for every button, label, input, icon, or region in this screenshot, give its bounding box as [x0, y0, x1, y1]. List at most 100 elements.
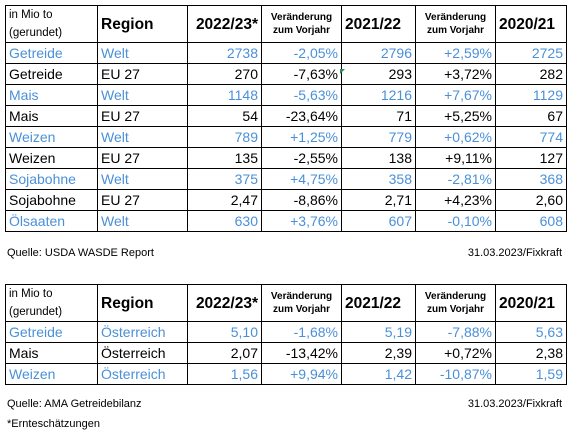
change-1-cell: +1,25% — [261, 126, 342, 148]
region-cell: EU 27 — [97, 189, 188, 211]
change-2-cell: +3,72% — [415, 63, 496, 85]
value-2022-23-cell: 375 — [187, 168, 262, 190]
header-change-1: Veränderung zum Vorjahr — [261, 284, 342, 322]
header-year-2021-22: 2021/22 — [341, 5, 416, 43]
table-row: Getreide Österreich 5,10 -1,68% 5,19 -7,88% 5,… — [5, 321, 567, 343]
value-2022-23-cell: 135 — [187, 147, 262, 169]
value-2020-21-cell: 774 — [495, 126, 567, 148]
product-cell: Getreide — [5, 63, 98, 85]
change-2-cell: +0,72% — [415, 342, 496, 364]
unit-cell: in Mio to (gerundet) — [5, 5, 98, 43]
header-change-1-line2: zum Vorjahr — [272, 25, 331, 36]
source-note-2: Quelle: AMA Getreidebilanz — [7, 398, 142, 410]
table-row: Ölsaaten Welt 630 +3,76% 607 -0,10% 608 — [5, 210, 567, 232]
change-1-cell: -2,55% — [261, 147, 342, 169]
source-note-1: Quelle: USDA WASDE Report — [7, 247, 154, 259]
change-1-cell: -7,63% — [261, 63, 342, 85]
header-change-2-line2: zum Vorjahr — [426, 25, 485, 36]
value-2021-22-cell: 2796 — [341, 42, 416, 64]
table-row: Mais Österreich 2,07 -13,42% 2,39 +0,72% 2,38 — [5, 342, 567, 364]
value-2020-21-cell: 2725 — [495, 42, 567, 64]
value-2020-21-cell: 127 — [495, 147, 567, 169]
region-cell: EU 27 — [97, 147, 188, 169]
table-row: Sojabohne EU 27 2,47 -8,86% 2,71 +4,23% 2,60 — [5, 189, 567, 211]
value-2021-22-cell: 779 — [341, 126, 416, 148]
product-cell: Sojabohne — [5, 168, 98, 190]
header-year-2020-21: 2020/21 — [495, 284, 567, 322]
table-header-row: in Mio to (gerundet) Region 2022/23* Ver… — [5, 5, 567, 43]
change-2-cell: +9,11% — [415, 147, 496, 169]
product-cell: Mais — [5, 105, 98, 127]
change-2-cell: +7,67% — [415, 84, 496, 106]
value-2020-21-cell: 2,60 — [495, 189, 567, 211]
region-cell: Österreich — [97, 342, 188, 364]
change-1-cell: +4,75% — [261, 168, 342, 190]
change-1-cell: -2,05% — [261, 42, 342, 64]
product-cell: Weizen — [5, 126, 98, 148]
unit-label-line1: in Mio to — [9, 9, 53, 21]
cell-marker-icon — [340, 69, 345, 74]
value-2020-21-cell: 282 — [495, 63, 567, 85]
header-change-2-line2: zum Vorjahr — [426, 304, 485, 315]
value-2021-22-cell: 71 — [341, 105, 416, 127]
change-2-cell: -10,87% — [415, 363, 496, 385]
header-change-1-line1: Veränderung — [270, 291, 333, 302]
value-2020-21-cell: 368 — [495, 168, 567, 190]
value-2022-23-cell: 2738 — [187, 42, 262, 64]
date-note-2: 31.03.2023/Fixkraft — [467, 398, 562, 410]
region-cell: Welt — [97, 210, 188, 232]
table-row: Mais EU 27 54 -23,64% 71 +5,25% 67 — [5, 105, 567, 127]
change-1-cell: -8,86% — [261, 189, 342, 211]
value-2022-23-cell: 789 — [187, 126, 262, 148]
table-row: Weizen Österreich 1,56 +9,94% 1,42 -10,87% 1,5… — [5, 363, 567, 385]
region-cell: Welt — [97, 84, 188, 106]
unit-label-line2: (gerundet) — [9, 306, 63, 318]
region-cell: Welt — [97, 168, 188, 190]
header-change-2: Veränderung zum Vorjahr — [415, 5, 496, 43]
value-2020-21-cell: 5,63 — [495, 321, 567, 343]
change-2-cell: -2,81% — [415, 168, 496, 190]
product-cell: Mais — [5, 84, 98, 106]
change-2-cell: -7,88% — [415, 321, 496, 343]
header-change-1: Veränderung zum Vorjahr — [261, 5, 342, 43]
table-austria: in Mio to (gerundet) Region 2022/23* Ver… — [5, 284, 567, 385]
region-cell: Welt — [97, 126, 188, 148]
change-1-cell: -1,68% — [261, 321, 342, 343]
change-1-cell: -23,64% — [261, 105, 342, 127]
change-2-cell: +0,62% — [415, 126, 496, 148]
region-cell: Österreich — [97, 363, 188, 385]
change-1-cell: -13,42% — [261, 342, 342, 364]
value-2021-22-cell: 1,42 — [341, 363, 416, 385]
header-year-2020-21: 2020/21 — [495, 5, 567, 43]
value-2022-23-cell: 54 — [187, 105, 262, 127]
value-2021-22-cell: 1216 — [341, 84, 416, 106]
region-cell: Österreich — [97, 321, 188, 343]
unit-label-line1: in Mio to — [9, 288, 53, 300]
value-2022-23-cell: 1,56 — [187, 363, 262, 385]
product-cell: Getreide — [5, 321, 98, 343]
value-2021-22-cell: 293 — [341, 63, 416, 85]
footnote: *Ernteschätzungen — [7, 418, 100, 430]
header-year-2022-23: 2022/23* — [187, 284, 262, 322]
value-2021-22-cell: 358 — [341, 168, 416, 190]
value-2020-21-cell: 1129 — [495, 84, 567, 106]
table-row: Getreide Welt 2738 -2,05% 2796 +2,59% 2725 — [5, 42, 567, 64]
value-2022-23-cell: 2,07 — [187, 342, 262, 364]
table-row: Sojabohne Welt 375 +4,75% 358 -2,81% 368 — [5, 168, 567, 190]
product-cell: Mais — [5, 342, 98, 364]
change-1-cell: -5,63% — [261, 84, 342, 106]
header-year-2022-23: 2022/23* — [187, 5, 262, 43]
value-2020-21-cell: 67 — [495, 105, 567, 127]
table-row: Getreide EU 27 270 -7,63% 293 +3,72% 282 — [5, 63, 567, 85]
product-cell: Weizen — [5, 363, 98, 385]
unit-cell: in Mio to (gerundet) — [5, 284, 98, 322]
header-change-2: Veränderung zum Vorjahr — [415, 284, 496, 322]
table-row: Weizen Welt 789 +1,25% 779 +0,62% 774 — [5, 126, 567, 148]
value-2020-21-cell: 2,38 — [495, 342, 567, 364]
value-2021-22-cell: 2,71 — [341, 189, 416, 211]
product-cell: Weizen — [5, 147, 98, 169]
value-2020-21-cell: 608 — [495, 210, 567, 232]
change-2-cell: -0,10% — [415, 210, 496, 232]
change-1-cell: +9,94% — [261, 363, 342, 385]
header-change-1-line1: Veränderung — [270, 12, 333, 23]
